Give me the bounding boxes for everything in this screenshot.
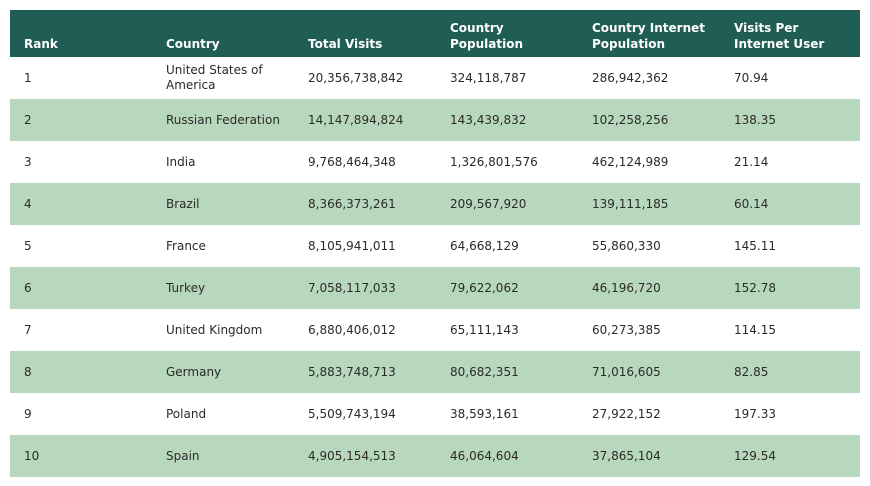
cell-country-population: 324,118,787 (450, 70, 527, 85)
cell-visits-per-user: 129.54 (734, 448, 776, 463)
table-row: 5 France 8,105,941,011 64,668,129 55,860… (10, 225, 860, 267)
table-row: 3 India 9,768,464,348 1,326,801,576 462,… (10, 141, 860, 183)
table-header: Rank Country Total Visits Country Popula… (10, 10, 860, 57)
header-total-visits: Total Visits (308, 37, 383, 51)
cell-total-visits: 5,883,748,713 (308, 364, 396, 379)
cell-total-visits: 5,509,743,194 (308, 406, 396, 421)
header-visits-per-internet-user: Visits Per Internet User (734, 21, 825, 51)
cell-country: United States of America (166, 63, 263, 92)
cell-visits-per-user: 197.33 (734, 406, 776, 421)
cell-total-visits: 6,880,406,012 (308, 322, 396, 337)
cell-country-population: 46,064,604 (450, 448, 519, 463)
cell-country-population: 143,439,832 (450, 112, 527, 127)
cell-internet-population: 27,922,152 (592, 406, 661, 421)
cell-internet-population: 286,942,362 (592, 70, 669, 85)
cell-country-population: 65,111,143 (450, 322, 519, 337)
cell-rank: 2 (24, 112, 32, 127)
cell-rank: 6 (24, 280, 32, 295)
cell-country: Poland (166, 406, 207, 421)
cell-country: Spain (166, 448, 200, 463)
cell-visits-per-user: 114.15 (734, 322, 776, 337)
cell-country-population: 209,567,920 (450, 196, 527, 211)
cell-country-population: 64,668,129 (450, 238, 519, 253)
cell-total-visits: 8,366,373,261 (308, 196, 396, 211)
cell-total-visits: 8,105,941,011 (308, 238, 396, 253)
table-row: 6 Turkey 7,058,117,033 79,622,062 46,196… (10, 267, 860, 309)
cell-rank: 4 (24, 196, 32, 211)
header-row: Rank Country Total Visits Country Popula… (10, 10, 860, 57)
header-country-internet-population: Country Internet Population (592, 21, 706, 51)
cell-country: Germany (166, 364, 222, 379)
table-row: 1 United States of America 20,356,738,84… (10, 57, 860, 99)
cell-rank: 9 (24, 406, 32, 421)
cell-country-population: 38,593,161 (450, 406, 519, 421)
cell-rank: 7 (24, 322, 32, 337)
cell-total-visits: 20,356,738,842 (308, 70, 404, 85)
cell-internet-population: 46,196,720 (592, 280, 661, 295)
table-row: 2 Russian Federation 14,147,894,824 143,… (10, 99, 860, 141)
cell-visits-per-user: 138.35 (734, 112, 776, 127)
cell-visits-per-user: 145.11 (734, 238, 776, 253)
cell-total-visits: 4,905,154,513 (308, 448, 396, 463)
cell-visits-per-user: 70.94 (734, 70, 769, 85)
header-country: Country (166, 37, 220, 51)
cell-rank: 1 (24, 70, 32, 85)
cell-total-visits: 9,768,464,348 (308, 154, 396, 169)
table-body: 1 United States of America 20,356,738,84… (10, 57, 860, 477)
cell-total-visits: 14,147,894,824 (308, 112, 404, 127)
cell-rank: 3 (24, 154, 32, 169)
cell-internet-population: 37,865,104 (592, 448, 661, 463)
cell-rank: 8 (24, 364, 32, 379)
header-country-population: Country Population (450, 21, 524, 51)
header-rank: Rank (24, 37, 58, 51)
cell-internet-population: 55,860,330 (592, 238, 661, 253)
table-row: 4 Brazil 8,366,373,261 209,567,920 139,1… (10, 183, 860, 225)
cell-internet-population: 71,016,605 (592, 364, 661, 379)
cell-country: Turkey (166, 280, 206, 295)
table-row: 7 United Kingdom 6,880,406,012 65,111,14… (10, 309, 860, 351)
cell-visits-per-user: 82.85 (734, 364, 769, 379)
cell-country-population: 1,326,801,576 (450, 154, 538, 169)
cell-country: United Kingdom (166, 322, 263, 337)
cell-visits-per-user: 60.14 (734, 196, 769, 211)
cell-rank: 10 (24, 448, 40, 463)
cell-country: Brazil (166, 196, 200, 211)
cell-internet-population: 462,124,989 (592, 154, 669, 169)
cell-country: France (166, 238, 206, 253)
cell-country-population: 80,682,351 (450, 364, 519, 379)
cell-internet-population: 102,258,256 (592, 112, 669, 127)
cell-visits-per-user: 152.78 (734, 280, 776, 295)
cell-country: Russian Federation (166, 112, 280, 127)
table-row: 8 Germany 5,883,748,713 80,682,351 71,01… (10, 351, 860, 393)
visits-by-country-table: Rank Country Total Visits Country Popula… (10, 10, 860, 477)
cell-internet-population: 139,111,185 (592, 196, 669, 211)
table-row: 9 Poland 5,509,743,194 38,593,161 27,922… (10, 393, 860, 435)
cell-country: India (166, 154, 196, 169)
cell-total-visits: 7,058,117,033 (308, 280, 396, 295)
cell-rank: 5 (24, 238, 32, 253)
visits-table-container: Rank Country Total Visits Country Popula… (10, 10, 860, 477)
cell-internet-population: 60,273,385 (592, 322, 661, 337)
cell-country-population: 79,622,062 (450, 280, 519, 295)
cell-visits-per-user: 21.14 (734, 154, 769, 169)
table-row: 10 Spain 4,905,154,513 46,064,604 37,865… (10, 435, 860, 477)
